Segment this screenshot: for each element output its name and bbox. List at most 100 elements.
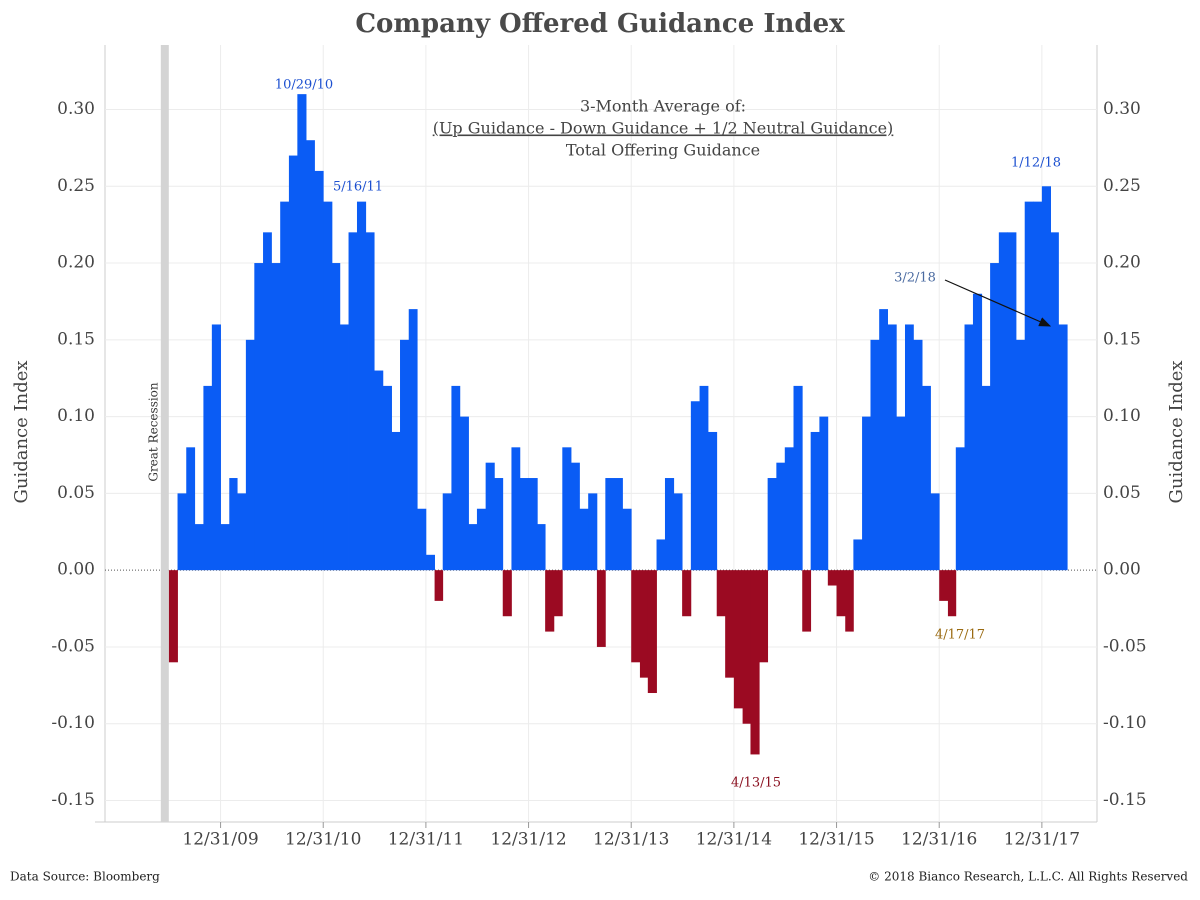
bar (280, 201, 290, 571)
y-tick-label: 0.30 (57, 99, 95, 119)
bar (1033, 201, 1043, 571)
bar (237, 493, 247, 571)
bar (442, 493, 452, 571)
bar (690, 401, 700, 571)
bar (1024, 201, 1034, 571)
overlay: Great Recession 10/29/10 5/16/11 1/12/18 3/2… (146, 45, 1061, 822)
arrow (944, 279, 1052, 327)
y2-tick-label: 0.20 (1103, 253, 1141, 273)
y2-tick-label: -0.05 (1103, 636, 1147, 656)
bar (1050, 232, 1059, 571)
y-tick-label: 0.25 (57, 176, 95, 196)
x-tick-label: 12/31/14 (696, 830, 772, 850)
bar (853, 539, 863, 571)
x-tick-label: 12/31/09 (182, 830, 258, 850)
bar (537, 524, 546, 571)
bar (220, 524, 230, 571)
bar (879, 309, 888, 571)
bar (972, 293, 983, 571)
bar (485, 462, 495, 571)
bar (459, 416, 469, 571)
y2-tick-label: 0.00 (1103, 560, 1141, 580)
bar (845, 570, 854, 632)
y2-axis-label: Guidance Index (1166, 360, 1187, 503)
bar (939, 570, 949, 601)
bar (382, 385, 392, 571)
bar (451, 385, 461, 571)
bar (913, 339, 923, 571)
bar (682, 570, 692, 617)
bar (964, 324, 974, 571)
chart-title: Company Offered Guidance Index (355, 9, 845, 39)
y-tick-label: -0.10 (51, 713, 95, 733)
bar (699, 385, 709, 571)
subtitle: (Up Guidance - Down Guidance + 1/2 Neutr… (433, 119, 894, 138)
subtitle: Total Offering Guidance (566, 141, 760, 160)
recession-band (160, 45, 169, 822)
bar (904, 324, 914, 571)
y2-tick-label: 0.15 (1103, 329, 1141, 349)
bar (836, 570, 846, 617)
bar (733, 570, 744, 709)
y-tick-label: 0.05 (57, 483, 95, 503)
bar (425, 554, 435, 571)
bars (168, 94, 1068, 755)
bar (998, 232, 1008, 571)
bar (827, 570, 837, 586)
y-tick-label: -0.05 (51, 636, 95, 656)
bar (331, 263, 341, 571)
bar (502, 570, 512, 617)
bar (1007, 232, 1017, 571)
bar (716, 570, 726, 617)
bar (588, 493, 598, 571)
bar (203, 385, 213, 571)
bar (579, 508, 589, 571)
bar (922, 385, 931, 571)
y2-tick-label: 0.25 (1103, 176, 1141, 196)
bar (186, 447, 196, 571)
bar (819, 416, 829, 571)
bar (323, 201, 333, 571)
bar (810, 431, 820, 571)
bar (194, 524, 204, 571)
bar (511, 447, 521, 571)
bar (862, 416, 871, 571)
bar (374, 370, 384, 571)
bar (664, 478, 675, 571)
y-tick-label: 0.00 (57, 560, 95, 580)
bar (870, 339, 880, 571)
bar (639, 570, 649, 678)
bar (494, 478, 504, 571)
recession-label: Great Recession (146, 382, 160, 482)
bar (1058, 324, 1068, 571)
bar (614, 478, 623, 571)
y-tick-label: 0.15 (57, 329, 95, 349)
bar (229, 478, 238, 571)
bar (545, 570, 555, 632)
bar (725, 570, 735, 678)
bar (306, 140, 315, 571)
bar (622, 508, 632, 571)
bar (981, 385, 991, 571)
bar (571, 462, 580, 571)
bar (348, 232, 358, 571)
y2-tick-label: -0.10 (1103, 713, 1147, 733)
bar (254, 263, 264, 571)
bar (177, 493, 187, 571)
bar (400, 339, 410, 571)
bar (742, 570, 751, 724)
x-tick-label: 12/31/11 (388, 830, 464, 850)
bar (605, 478, 615, 571)
bar (887, 324, 897, 571)
bar (476, 508, 487, 571)
bar (776, 462, 786, 571)
annotation: 4/17/17 (935, 628, 985, 643)
annotation: 5/16/11 (333, 180, 383, 195)
annotation: 1/12/18 (1011, 156, 1061, 171)
x-tick-label: 12/31/12 (490, 830, 566, 850)
bar (784, 447, 794, 571)
bar (896, 416, 906, 571)
y2-tick-label: 0.05 (1103, 483, 1141, 503)
bar (297, 94, 307, 571)
bar (647, 570, 657, 694)
